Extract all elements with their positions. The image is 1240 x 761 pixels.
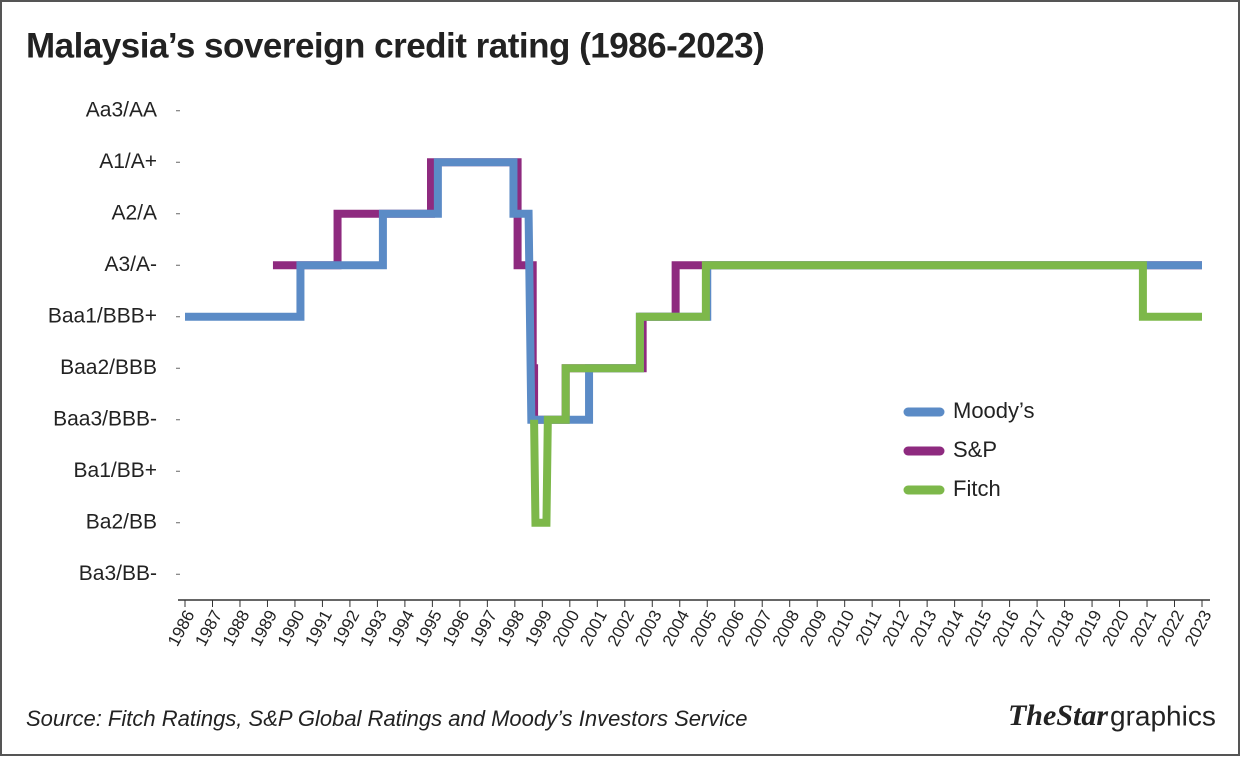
- y-tick-label: Aa3/AA: [86, 98, 157, 121]
- y-tick-label: Ba2/BB: [86, 510, 157, 533]
- y-tick-label: Baa2/BBB: [60, 356, 157, 379]
- logo-brand: TheStar: [1008, 699, 1108, 732]
- legend-label: Fitch: [953, 476, 1001, 501]
- line: [530, 261, 1202, 527]
- y-tick-label: Baa3/BBB-: [53, 407, 157, 430]
- y-tick-label: A2/A: [111, 201, 157, 224]
- y-tick-label: Ba1/BB+: [74, 459, 157, 482]
- y-tick-label: Ba3/BB-: [79, 562, 157, 585]
- y-tick-label: A1/A+: [99, 150, 157, 173]
- logo-suffix: graphics: [1110, 700, 1216, 731]
- legend-label: Moody’s: [953, 398, 1035, 423]
- chart-title: Malaysia’s sovereign credit rating (1986…: [26, 26, 764, 65]
- source: Source: Fitch Ratings, S&P Global Rating…: [26, 706, 747, 731]
- legend-label: S&P: [953, 437, 997, 462]
- y-tick-label: Baa1/BBB+: [48, 304, 157, 327]
- y-tick-label: A3/A-: [104, 253, 157, 276]
